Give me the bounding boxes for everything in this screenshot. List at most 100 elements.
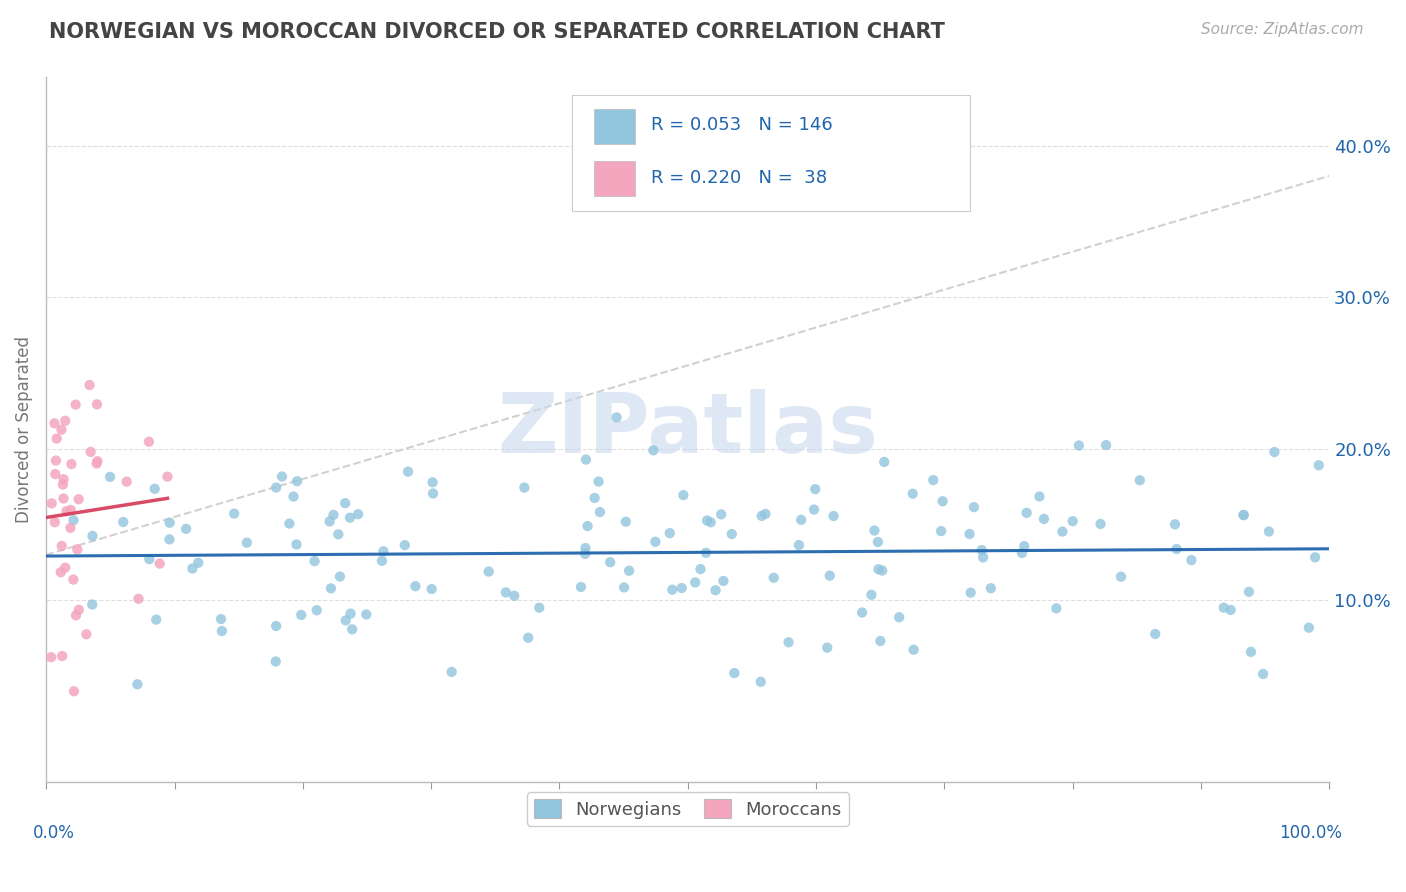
Point <box>931 494 953 508</box>
Point <box>970 543 993 558</box>
Point <box>283 490 305 504</box>
Point <box>1263 445 1285 459</box>
Point <box>787 538 810 552</box>
Point <box>335 614 357 628</box>
Point <box>65 608 87 623</box>
Point <box>319 582 342 596</box>
Point <box>1233 508 1256 522</box>
Point <box>1045 601 1067 615</box>
Point <box>329 569 352 583</box>
Point <box>1095 438 1118 452</box>
Point <box>503 589 526 603</box>
FancyBboxPatch shape <box>595 161 636 196</box>
Point <box>704 583 727 598</box>
Point <box>529 600 551 615</box>
Point <box>86 397 108 411</box>
Point <box>138 434 160 449</box>
Point <box>959 585 981 599</box>
Point <box>39 650 62 665</box>
Point <box>264 655 287 669</box>
Point <box>589 505 612 519</box>
Point <box>44 417 66 431</box>
Point <box>517 631 540 645</box>
Point <box>661 582 683 597</box>
Point <box>689 562 711 576</box>
Point <box>82 598 104 612</box>
Point <box>440 665 463 679</box>
Point <box>79 445 101 459</box>
Point <box>959 527 981 541</box>
Point <box>1090 516 1112 531</box>
Point <box>45 432 67 446</box>
Point <box>658 526 681 541</box>
Point <box>574 541 596 555</box>
Point <box>574 547 596 561</box>
Point <box>75 627 97 641</box>
Point <box>980 581 1002 595</box>
Point <box>710 508 733 522</box>
Point <box>420 582 443 596</box>
Point <box>86 457 108 471</box>
Point <box>52 472 75 486</box>
Point <box>803 502 825 516</box>
Point <box>614 515 637 529</box>
Point <box>860 588 883 602</box>
Point <box>67 603 90 617</box>
Point <box>66 542 89 557</box>
Point <box>643 443 665 458</box>
Point <box>576 519 599 533</box>
Point <box>672 488 695 502</box>
Point <box>112 515 135 529</box>
Point <box>790 513 813 527</box>
Point <box>513 481 536 495</box>
Point <box>159 516 181 530</box>
Point <box>322 508 344 522</box>
Point <box>318 515 340 529</box>
Point <box>720 527 742 541</box>
Point <box>339 510 361 524</box>
Point <box>44 515 66 529</box>
Point <box>59 503 82 517</box>
Point <box>1164 517 1187 532</box>
FancyBboxPatch shape <box>572 95 970 211</box>
Point <box>174 522 197 536</box>
Point <box>115 475 138 489</box>
Point <box>209 612 232 626</box>
Point <box>371 554 394 568</box>
Point <box>929 524 952 538</box>
Text: 100.0%: 100.0% <box>1279 824 1343 842</box>
Point <box>683 575 706 590</box>
Point <box>404 579 426 593</box>
Point <box>187 556 209 570</box>
Text: NORWEGIAN VS MOROCCAN DIVORCED OR SEPARATED CORRELATION CHART: NORWEGIAN VS MOROCCAN DIVORCED OR SEPARA… <box>49 22 945 42</box>
Point <box>695 546 717 560</box>
Point <box>41 496 63 510</box>
Point <box>903 642 925 657</box>
Point <box>1219 603 1241 617</box>
Point <box>1062 514 1084 528</box>
Point <box>606 410 628 425</box>
Point <box>851 606 873 620</box>
Point <box>778 635 800 649</box>
Point <box>149 557 172 571</box>
Point <box>159 533 181 547</box>
Point <box>869 634 891 648</box>
Point <box>699 516 721 530</box>
Point <box>278 516 301 531</box>
Point <box>569 580 592 594</box>
Point <box>304 554 326 568</box>
Text: Source: ZipAtlas.com: Source: ZipAtlas.com <box>1201 22 1364 37</box>
Point <box>671 581 693 595</box>
Point <box>749 674 772 689</box>
Point <box>723 666 745 681</box>
Point <box>866 535 889 549</box>
Point <box>713 574 735 588</box>
Point <box>889 610 911 624</box>
Point <box>62 573 84 587</box>
Point <box>328 527 350 541</box>
Point <box>59 521 82 535</box>
Point <box>340 623 363 637</box>
Point <box>963 500 986 515</box>
Point <box>972 550 994 565</box>
Point <box>1180 553 1202 567</box>
